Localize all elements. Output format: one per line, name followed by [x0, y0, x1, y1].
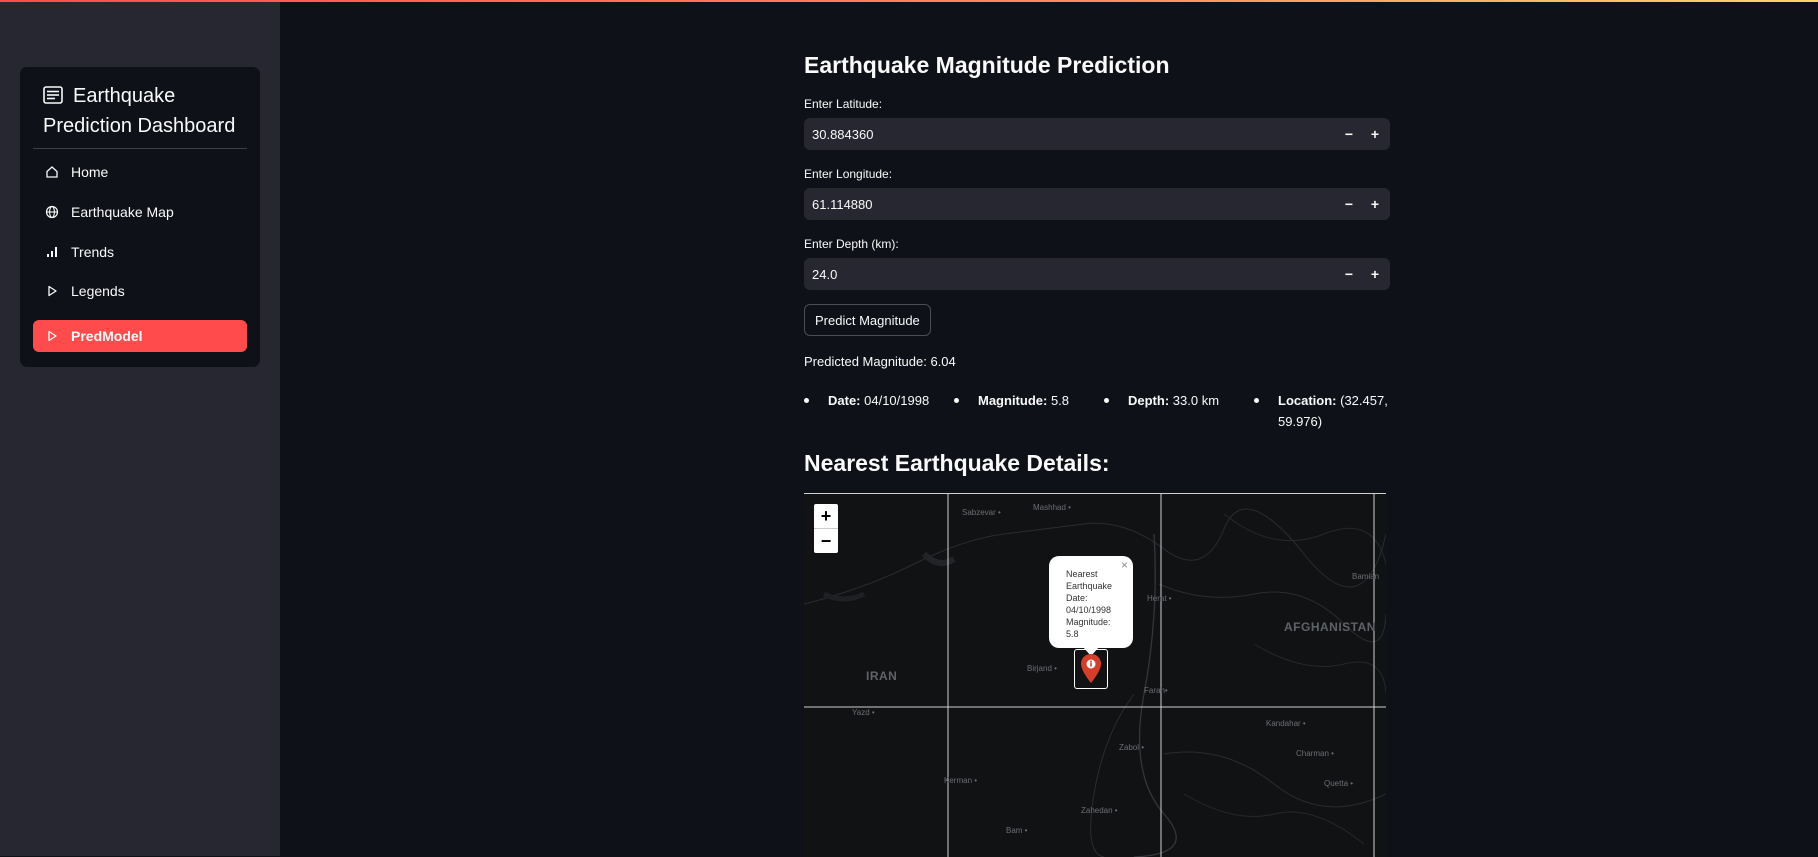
map-place-zabol: Zabol •: [1119, 743, 1145, 752]
detail-value: 5.8: [1047, 393, 1070, 408]
earthquake-marker[interactable]: [1074, 649, 1108, 689]
sidebar-divider: [33, 148, 247, 149]
sidebar-item-trends[interactable]: Trends: [33, 236, 247, 268]
bullet: [1104, 398, 1109, 403]
map-marker-icon: [1081, 654, 1101, 683]
globe-icon: [45, 205, 59, 219]
map-place-herat: Herat •: [1147, 594, 1172, 603]
home-icon: [45, 165, 59, 179]
sidebar-item-legends[interactable]: Legends: [33, 275, 247, 307]
map-place-zahedan: Zahedan •: [1081, 806, 1118, 815]
sidebar-title: Earthquake Prediction Dashboard: [43, 81, 248, 141]
map-place-yazd: Yazd •: [852, 708, 875, 717]
sidebar-item-label: PredModel: [71, 328, 143, 344]
detail-key: Magnitude:: [978, 393, 1048, 408]
depth-stepper: − +: [804, 258, 1390, 290]
predicted-magnitude-text: Predicted Magnitude: 6.04: [804, 354, 956, 369]
longitude-stepper: − +: [804, 188, 1390, 220]
map-zoom-in-button[interactable]: +: [814, 504, 838, 529]
sidebar-title-text: Earthquake Prediction Dashboard: [43, 85, 236, 137]
detail-value: 33.0 km: [1169, 393, 1220, 408]
sidebar-item-label: Home: [71, 164, 109, 180]
map-place-farah: Farah•: [1144, 686, 1168, 695]
sidebar: Earthquake Prediction Dashboard Home Ear…: [0, 2, 280, 856]
map-popup: × Nearest Earthquake Date: 04/10/1998 Ma…: [1049, 556, 1133, 656]
depth-label: Enter Depth (km):: [804, 237, 899, 251]
sidebar-item-earthquake-map[interactable]: Earthquake Map: [33, 196, 247, 228]
map-label-afghanistan: AFGHANISTAN: [1284, 620, 1376, 634]
latitude-label: Enter Latitude:: [804, 97, 883, 111]
bullet: [954, 398, 959, 403]
latitude-input[interactable]: [804, 118, 1312, 150]
nearest-earthquake-heading: Nearest Earthquake Details:: [804, 450, 1110, 476]
longitude-increment-button[interactable]: +: [1370, 196, 1380, 212]
predict-magnitude-button[interactable]: Predict Magnitude: [804, 304, 931, 336]
bar-chart-icon: [45, 245, 59, 259]
map-place-sabzevar: Sabzevar •: [962, 508, 1001, 517]
sidebar-menu: Earthquake Prediction Dashboard Home Ear…: [20, 67, 260, 367]
detail-key: Depth:: [1128, 393, 1170, 408]
popup-text: Nearest Earthquake Date: 04/10/1998 Magn…: [1066, 569, 1113, 639]
play-icon: [45, 329, 59, 343]
longitude-input[interactable]: [804, 188, 1312, 220]
map-label-iran: IRAN: [866, 669, 898, 683]
map-zoom-control: + −: [814, 504, 838, 553]
sidebar-item-predmodel[interactable]: PredModel: [33, 320, 247, 352]
dashboard-list-icon: [43, 83, 63, 104]
map-place-mashhad: Mashhad •: [1033, 503, 1071, 512]
latitude-decrement-button[interactable]: −: [1344, 126, 1354, 142]
map-place-charman: Charman •: [1296, 749, 1334, 758]
depth-input[interactable]: [804, 258, 1312, 290]
map-place-kandahar: Kandahar •: [1266, 719, 1306, 728]
latitude-stepper: − +: [804, 118, 1390, 150]
earthquake-map[interactable]: IRAN AFGHANISTAN Sabzevar • Mashhad • He…: [804, 493, 1386, 857]
longitude-decrement-button[interactable]: −: [1344, 196, 1354, 212]
map-place-birjand: Birjand •: [1027, 664, 1057, 673]
latitude-increment-button[interactable]: +: [1370, 126, 1380, 142]
detail-value: 04/10/1998: [860, 393, 930, 408]
detail-key: Location:: [1278, 393, 1337, 408]
depth-decrement-button[interactable]: −: [1344, 266, 1354, 282]
popup-close-icon[interactable]: ×: [1120, 558, 1128, 572]
top-decoration-bar: [0, 0, 1818, 2]
sidebar-item-label: Trends: [71, 244, 115, 260]
detail-key: Date:: [828, 393, 861, 408]
map-place-bamian: Bamian: [1352, 572, 1380, 581]
longitude-label: Enter Longitude:: [804, 167, 893, 181]
map-zoom-out-button[interactable]: −: [820, 530, 832, 551]
page-title: Earthquake Magnitude Prediction: [804, 52, 1170, 78]
sidebar-item-home[interactable]: Home: [33, 156, 247, 188]
bullet: [1254, 398, 1259, 403]
sidebar-item-label: Earthquake Map: [71, 204, 174, 220]
map-place-kerman: Kerman •: [944, 776, 978, 785]
sidebar-item-label: Legends: [71, 283, 125, 299]
play-icon: [45, 284, 59, 298]
detail-value: (32.457, 59.976): [1278, 393, 1388, 429]
depth-increment-button[interactable]: +: [1370, 266, 1380, 282]
map-place-quetta: Quetta •: [1324, 779, 1354, 788]
popup-tip: [1083, 647, 1099, 656]
bullet: [804, 398, 809, 403]
map-place-bam: Bam •: [1006, 826, 1028, 835]
